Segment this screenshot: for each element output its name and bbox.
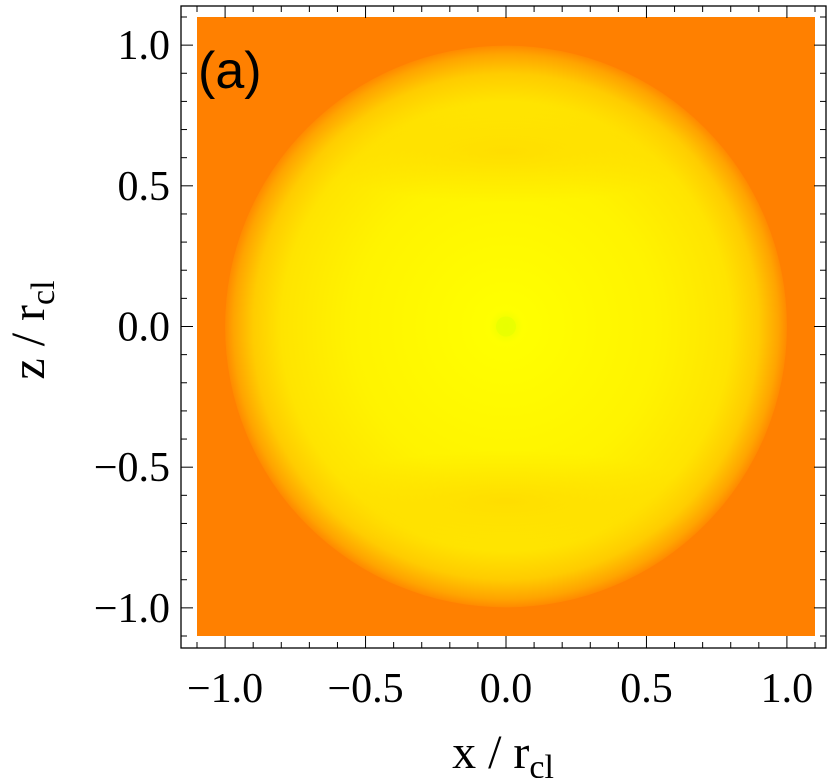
x-tick-label: −1.0 [187, 666, 263, 712]
plot-area [197, 17, 815, 636]
heatmap-center-dot [496, 316, 516, 337]
y-tick-label: 1.0 [118, 23, 171, 69]
heatmap-lower-band [303, 450, 709, 552]
x-tick-label: 1.0 [761, 666, 814, 712]
x-tick-label: 0.5 [620, 666, 673, 712]
x-tick-label: 0.0 [480, 666, 533, 712]
y-tick-label: −1.0 [94, 586, 170, 632]
y-tick-label: 0.5 [118, 164, 171, 210]
x-tick-label: −0.5 [327, 666, 403, 712]
y-axis-label: z / rcl [2, 280, 62, 379]
panel-label: (a) [198, 42, 262, 100]
x-axis-ticks: −1.0 −0.5 0.0 0.5 1.0 [187, 6, 816, 712]
y-tick-label: −0.5 [94, 445, 170, 491]
y-tick-label: 0.0 [118, 305, 171, 351]
y-axis-ticks: −1.0 −0.5 0.0 0.5 1.0 [94, 16, 826, 637]
x-axis-label: x / rcl [452, 726, 554, 778]
heatmap-upper-band [303, 101, 709, 203]
heatmap-bands [303, 101, 709, 552]
